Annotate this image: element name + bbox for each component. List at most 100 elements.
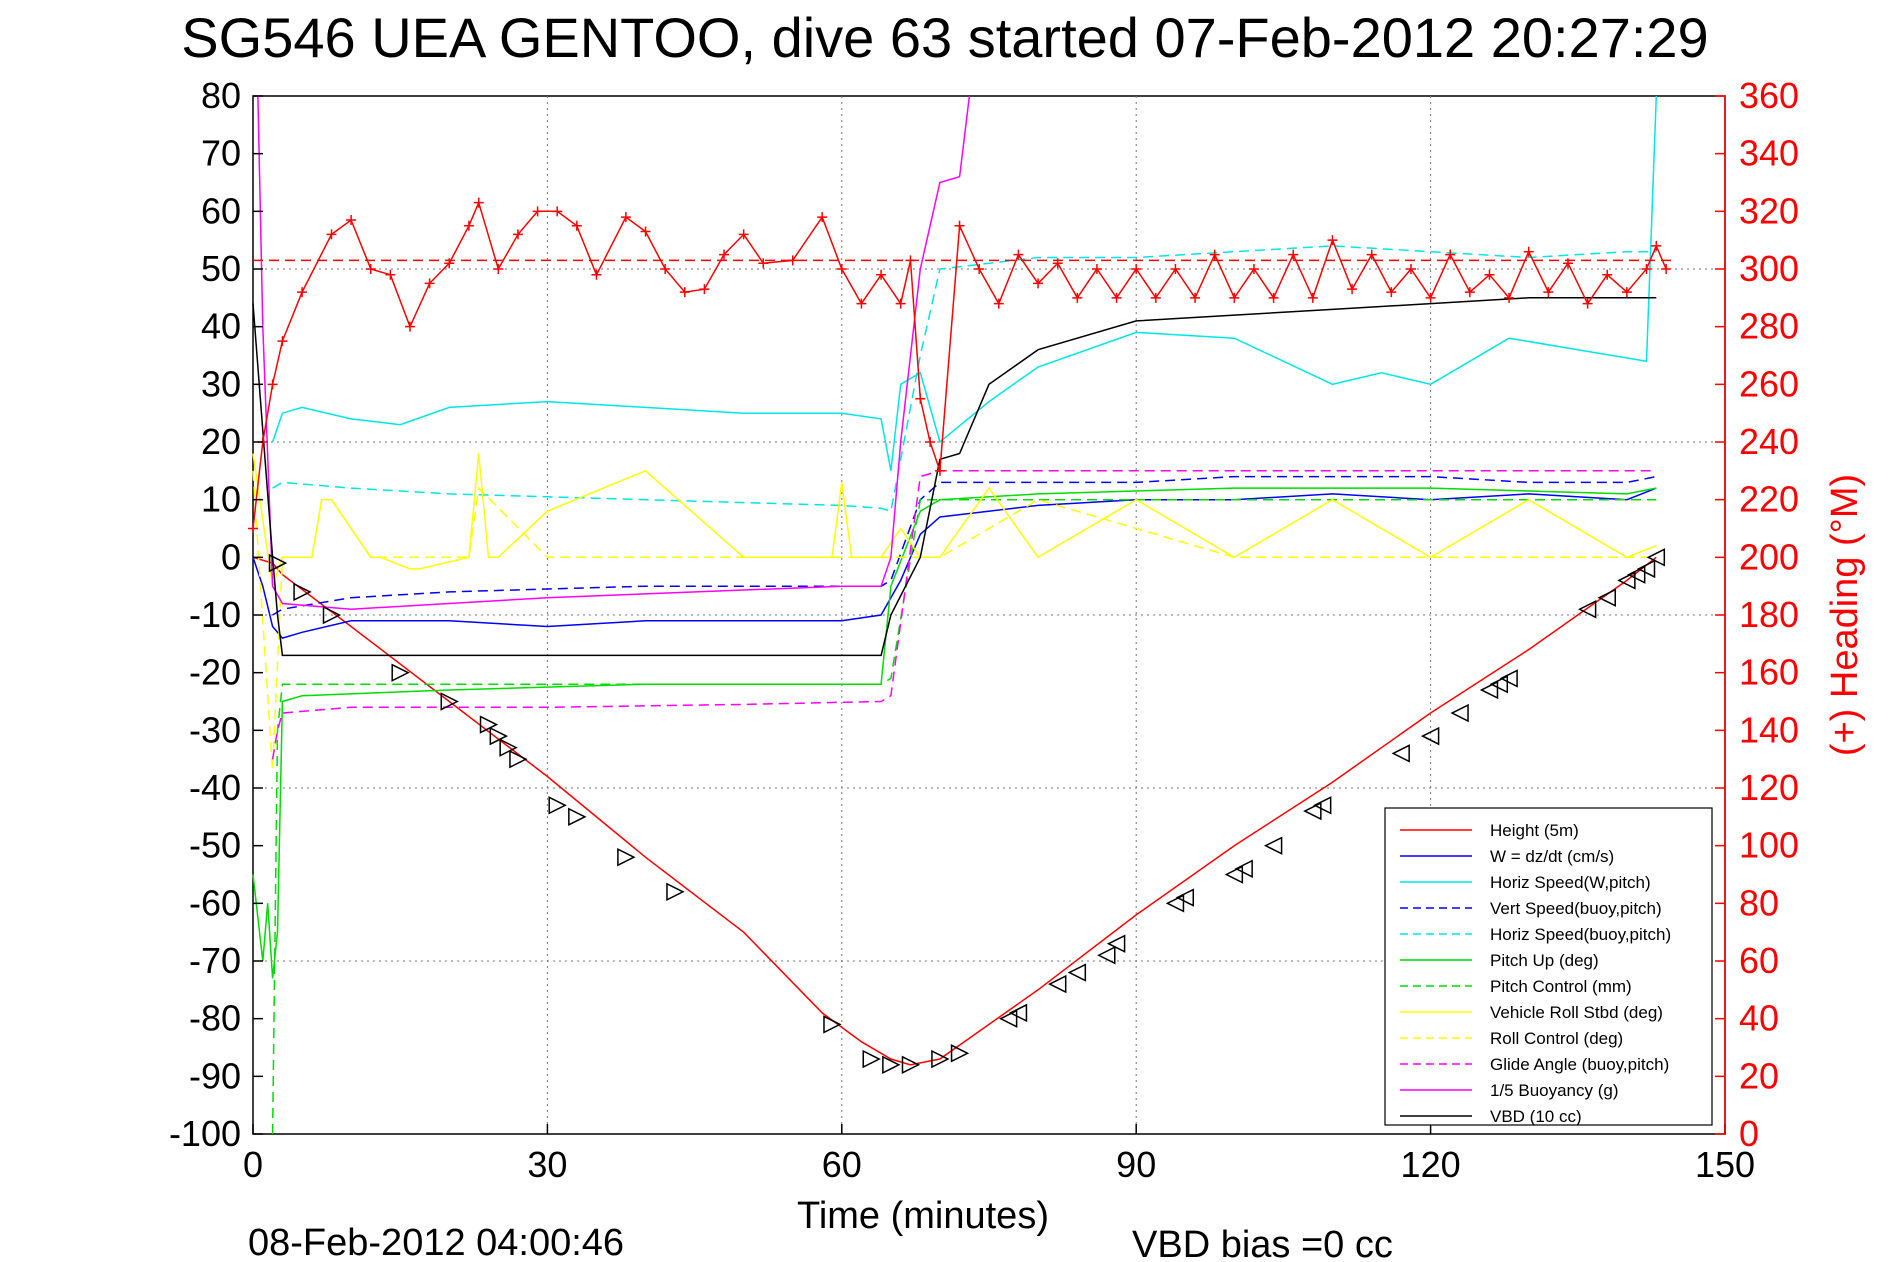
heading-point xyxy=(1386,287,1397,298)
heading-point xyxy=(836,264,847,274)
descent-marker xyxy=(489,726,509,746)
x-tick-label: 150 xyxy=(1695,1144,1755,1185)
heading-point xyxy=(1288,249,1299,260)
x-tick-label: 60 xyxy=(822,1144,862,1185)
footer-timestamp: 08-Feb-2012 04:00:46 xyxy=(248,1222,624,1262)
descent-marker xyxy=(293,582,312,602)
heading-point xyxy=(1651,240,1662,251)
y-tick-label-right: 120 xyxy=(1739,767,1799,808)
y-tick-label-left: 30 xyxy=(201,363,241,404)
ascent-marker xyxy=(1106,934,1126,953)
y-tick-label-right: 20 xyxy=(1739,1055,1779,1096)
heading-point xyxy=(267,379,278,390)
descent-marker xyxy=(950,1044,970,1063)
y-tick-label-left: 20 xyxy=(201,421,241,462)
ascent-marker xyxy=(1097,946,1116,965)
y-tick-label-left: -50 xyxy=(189,825,241,866)
series-heading xyxy=(248,197,1672,534)
legend-label-w: W = dz/dt (cm/s) xyxy=(1490,847,1614,866)
descent-marker xyxy=(931,1049,950,1069)
heading-point xyxy=(1013,249,1024,260)
depth-markers xyxy=(268,548,1666,1075)
y-tick-label-right: 100 xyxy=(1739,825,1799,866)
heading-point xyxy=(1229,292,1240,303)
y-tick-label-left: 70 xyxy=(201,133,241,174)
heading-point xyxy=(591,269,602,280)
heading-point xyxy=(463,220,474,231)
ascent-marker xyxy=(1391,744,1410,763)
series-roll_control xyxy=(252,470,1657,771)
heading-point xyxy=(974,264,985,274)
y-tick-label-left: -80 xyxy=(189,998,241,1039)
descent-marker xyxy=(268,553,288,573)
series-w xyxy=(252,487,1657,639)
heading-point xyxy=(1327,235,1338,246)
y-tick-label-left: -20 xyxy=(189,652,241,693)
right-axis-label: (+) Heading (°M) xyxy=(1824,474,1866,756)
heading-point xyxy=(1190,292,1201,303)
legend-label-pitch_control: Pitch Control (mm) xyxy=(1490,977,1632,996)
heading-point xyxy=(1366,249,1377,260)
heading-point xyxy=(876,269,887,280)
descent-marker xyxy=(479,715,499,734)
x-tick-label: 0 xyxy=(243,1144,263,1185)
x-axis-label: Time (minutes) xyxy=(797,1195,1049,1237)
heading-point xyxy=(758,258,769,269)
ascent-marker xyxy=(1646,548,1666,567)
series-glide_angle xyxy=(271,470,1657,760)
heading-point xyxy=(405,321,416,332)
y-tick-label-right: 260 xyxy=(1739,363,1799,404)
ascent-marker xyxy=(1617,571,1636,590)
legend-label-roll: Vehicle Roll Stbd (deg) xyxy=(1490,1003,1663,1022)
legend: Height (5m) W = dz/dt (cm/s) Horiz Speed(W… xyxy=(1384,807,1713,1126)
heading-point xyxy=(277,336,288,347)
ascent-marker xyxy=(1263,836,1283,855)
legend-label-buoyancy: 1/5 Buoyancy (g) xyxy=(1490,1081,1619,1100)
y-tick-label-left: 60 xyxy=(201,190,241,231)
legend-label-vbd: VBD (10 cc) xyxy=(1490,1107,1582,1126)
ascent-marker xyxy=(1048,974,1067,994)
heading-point xyxy=(1621,287,1632,298)
ascent-marker xyxy=(998,1009,1018,1028)
ascent-marker xyxy=(1175,888,1195,907)
y-tick-label-right: 160 xyxy=(1739,652,1799,693)
heading-point xyxy=(1033,278,1044,289)
heading-point xyxy=(552,206,563,217)
heading-point xyxy=(620,212,631,223)
y-tick-label-right: 220 xyxy=(1739,479,1799,520)
y-tick-label-left: 50 xyxy=(201,248,241,289)
y-tick-label-right: 180 xyxy=(1739,594,1799,635)
heading-point xyxy=(719,249,730,260)
heading-point xyxy=(1464,287,1475,298)
descent-marker xyxy=(499,738,518,757)
y-tick-label-left: 40 xyxy=(201,306,241,347)
legend-label-height: Height (5m) xyxy=(1490,821,1579,840)
ascent-marker xyxy=(1627,565,1646,584)
heading-point xyxy=(934,465,945,476)
y-tick-label-right: 240 xyxy=(1739,421,1799,462)
heading-point xyxy=(738,229,749,240)
legend-label-vert_speed_buoy: Vert Speed(buoy,pitch) xyxy=(1490,899,1662,918)
legend-label-horiz_speed_w: Horiz Speed(W,pitch) xyxy=(1490,873,1651,892)
ascent-marker xyxy=(1312,796,1332,815)
heading-point xyxy=(365,264,376,274)
y-tick-label-left: -100 xyxy=(169,1113,241,1154)
y-tick-label-right: 360 xyxy=(1739,75,1799,116)
series-buoyancy xyxy=(257,95,971,610)
heading-point xyxy=(1405,264,1416,274)
heading-point xyxy=(895,298,906,309)
y-tick-label-right: 60 xyxy=(1739,940,1779,981)
heading-point xyxy=(424,278,435,289)
heading-point xyxy=(512,229,523,240)
y-tick-label-left: -40 xyxy=(189,767,241,808)
ascent-marker xyxy=(1489,674,1509,694)
y-tick-label-left: 10 xyxy=(201,479,241,520)
axes: 0 30 60 90 120 15080706050403020100-10-20-30-… xyxy=(169,75,1799,1185)
chart-title: SG546 UEA GENTOO, dive 63 started 07-Feb… xyxy=(181,6,1708,69)
heading-point xyxy=(1504,292,1515,303)
descent-marker xyxy=(391,663,410,682)
heading-point xyxy=(954,220,965,231)
y-tick-label-right: 0 xyxy=(1739,1113,1759,1154)
descent-marker xyxy=(882,1055,901,1075)
